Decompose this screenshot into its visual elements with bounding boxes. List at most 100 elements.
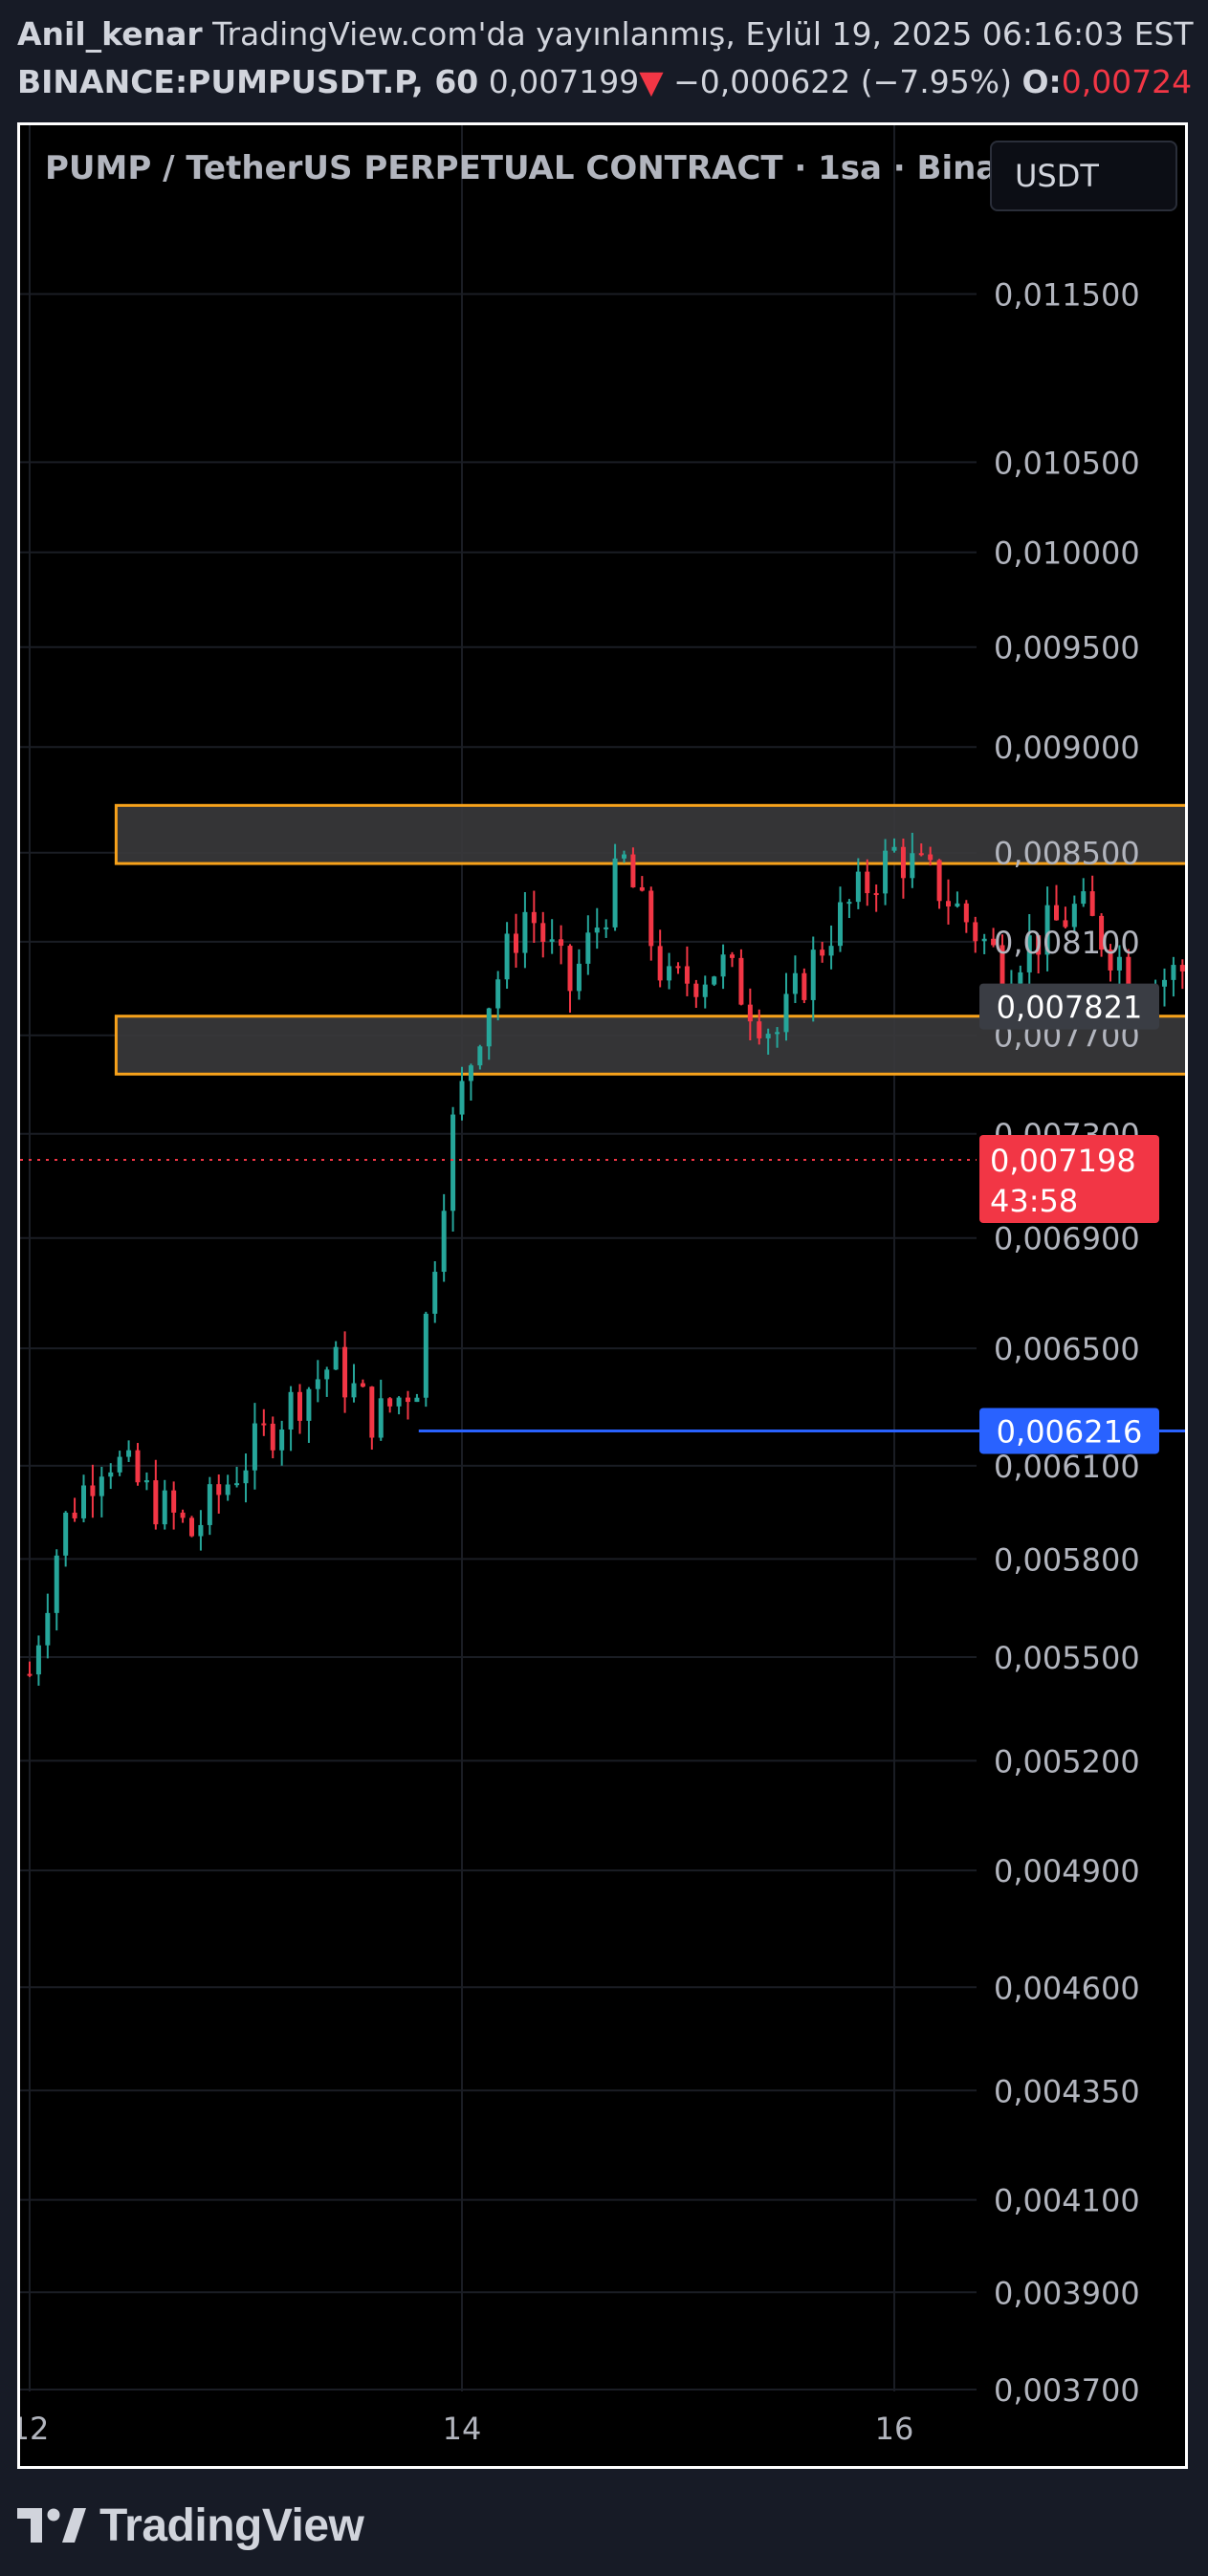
candle	[477, 1044, 483, 1070]
candle	[252, 1403, 257, 1490]
candle	[117, 1451, 122, 1476]
candle-body	[198, 1524, 204, 1537]
candle	[846, 899, 852, 919]
candle-body	[981, 938, 987, 942]
candle	[684, 946, 690, 996]
candle-body	[820, 950, 825, 956]
candle	[540, 911, 546, 958]
candle-body	[153, 1480, 159, 1525]
current-price-text: 0,007198	[990, 1143, 1136, 1179]
candle	[693, 979, 699, 1009]
candle-body	[639, 886, 645, 891]
y-tick-label: 0,006100	[994, 1449, 1140, 1485]
candle-body	[406, 1397, 410, 1403]
candle	[810, 936, 816, 1022]
candle	[730, 951, 735, 968]
candle	[216, 1474, 222, 1514]
candle-body	[883, 850, 889, 894]
candle-body	[243, 1470, 249, 1484]
author-name[interactable]: Anil_kenar	[17, 15, 203, 53]
candle-body	[495, 979, 501, 1009]
candle	[963, 900, 969, 933]
candle	[495, 971, 501, 1021]
candle-body	[1071, 904, 1077, 928]
candle-body	[928, 854, 933, 861]
candle	[883, 839, 889, 906]
candle-body	[549, 939, 555, 942]
y-tick-label: 0,005500	[994, 1640, 1140, 1676]
candle	[991, 928, 997, 948]
candle-body	[757, 1021, 762, 1038]
candle	[576, 949, 582, 1000]
price-axis-label: 0,007821	[979, 983, 1159, 1030]
candle-body	[1026, 935, 1032, 972]
candle-body	[180, 1512, 186, 1518]
candle	[27, 1661, 33, 1677]
y-tick-label: 0,004350	[994, 2073, 1140, 2109]
tradingview-logo-icon	[17, 2508, 86, 2543]
candle	[802, 968, 807, 1004]
chart-frame[interactable]: −0,001288 (−17,12%) 0,0115000,0105000,01…	[17, 122, 1188, 2469]
candle	[423, 1311, 428, 1408]
candle	[1108, 944, 1113, 982]
candle	[973, 916, 978, 953]
candle	[720, 944, 726, 990]
tradingview-logo[interactable]: TradingView	[17, 2500, 364, 2552]
candle-body	[108, 1472, 114, 1477]
candle	[270, 1416, 275, 1459]
candle	[189, 1516, 194, 1538]
candle	[1099, 913, 1105, 957]
candle-body	[1063, 920, 1068, 928]
candle-body	[855, 871, 861, 903]
candle-body	[775, 1032, 780, 1035]
price-chart[interactable]: −0,001288 (−17,12%) 0,0115000,0105000,01…	[20, 125, 1185, 2466]
candle	[90, 1464, 96, 1518]
candle	[738, 949, 744, 1006]
candle	[639, 876, 645, 892]
candle	[820, 941, 825, 963]
axes: 0,011500 0,010500 0,010000 0,009500 0,009000…	[20, 277, 1159, 2447]
candle	[514, 913, 518, 968]
candle-body	[973, 922, 978, 942]
candle	[559, 925, 564, 965]
candle	[369, 1386, 375, 1451]
candle-body	[45, 1612, 51, 1646]
candle-body	[27, 1673, 33, 1676]
candle	[828, 925, 834, 970]
candle	[54, 1549, 59, 1631]
candle	[261, 1408, 267, 1436]
y-tick-label: 0,005200	[994, 1743, 1140, 1779]
y-tick-label: 0,009000	[994, 730, 1140, 766]
candle-body	[675, 966, 681, 969]
candle-body	[1044, 905, 1050, 955]
candle-body	[955, 903, 960, 906]
candle-body	[360, 1383, 365, 1387]
current-price-label: 0,007198 43:58	[979, 1134, 1159, 1223]
candle	[549, 919, 555, 954]
candle	[838, 886, 843, 952]
candle	[1063, 906, 1068, 928]
candle	[333, 1341, 339, 1370]
candle	[712, 975, 717, 987]
candle	[1081, 878, 1087, 907]
candle	[486, 1007, 492, 1060]
candle	[180, 1509, 186, 1523]
range-zone[interactable]	[114, 803, 1185, 865]
candle	[1036, 935, 1042, 974]
candle	[126, 1440, 132, 1462]
candle-body	[730, 954, 735, 958]
x-tick-label: 14	[443, 2411, 482, 2447]
candle-body	[559, 939, 564, 947]
candle	[396, 1396, 402, 1415]
candle-body	[369, 1386, 375, 1438]
candle-body	[504, 933, 510, 980]
candle-body	[792, 972, 798, 994]
open-value: 0,00724	[1061, 63, 1193, 100]
candle-body	[622, 854, 626, 859]
candle	[234, 1467, 240, 1488]
candle-body	[693, 983, 699, 997]
candle-body	[910, 853, 915, 879]
currency-button[interactable]: USDT	[990, 141, 1177, 211]
candle	[585, 915, 591, 975]
candle-body	[630, 854, 636, 887]
